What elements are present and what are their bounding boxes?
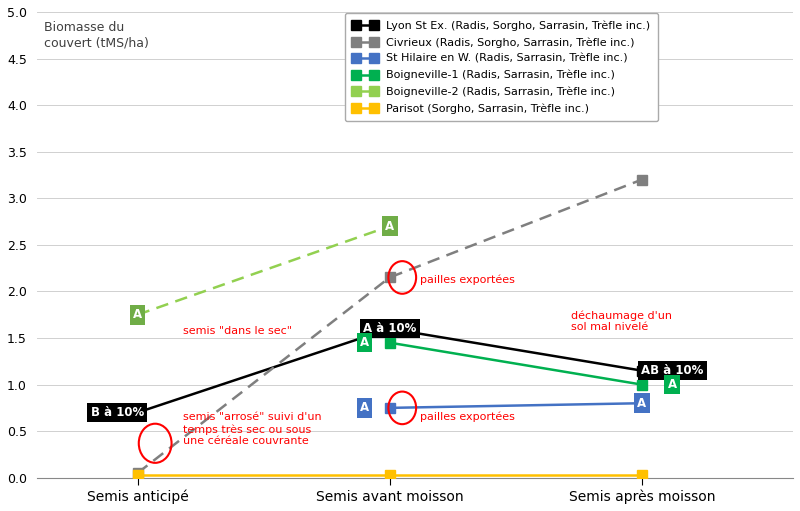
Text: A: A — [638, 397, 646, 410]
Text: pailles exportées: pailles exportées — [420, 412, 514, 423]
Civrieux (Radis, Sorgho, Sarrasin, Trèfle inc.) — [637, 177, 646, 183]
Line: Boigneville-2 (Radis, Sarrasin, Trèfle inc.): Boigneville-2 (Radis, Sarrasin, Trèfle i… — [133, 221, 394, 319]
Text: A: A — [385, 220, 394, 233]
Text: A: A — [667, 378, 677, 391]
Line: Parisot (Sorgho, Sarrasin, Trèfle inc.): Parisot (Sorgho, Sarrasin, Trèfle inc.) — [133, 470, 646, 480]
Lyon St Ex. (Radis, Sorgho, Sarrasin, Trèfle inc.) — [385, 326, 394, 332]
Text: pailles exportées: pailles exportées — [420, 274, 514, 285]
Parisot (Sorgho, Sarrasin, Trèfle inc.) — [637, 472, 646, 478]
Text: B à 10%: B à 10% — [90, 406, 144, 419]
Civrieux (Radis, Sorgho, Sarrasin, Trèfle inc.) — [385, 274, 394, 281]
St Hilaire en W. (Radis, Sarrasin, Trèfle inc.) — [385, 405, 394, 411]
Boigneville-2 (Radis, Sarrasin, Trèfle inc.) — [385, 223, 394, 229]
Text: A: A — [133, 308, 142, 321]
Line: St Hilaire en W. (Radis, Sarrasin, Trèfle inc.): St Hilaire en W. (Radis, Sarrasin, Trèfl… — [385, 399, 646, 413]
Lyon St Ex. (Radis, Sorgho, Sarrasin, Trèfle inc.) — [637, 367, 646, 374]
Parisot (Sorgho, Sarrasin, Trèfle inc.) — [133, 472, 142, 478]
Text: AB à 10%: AB à 10% — [641, 364, 703, 377]
Line: Lyon St Ex. (Radis, Sorgho, Sarrasin, Trèfle inc.): Lyon St Ex. (Radis, Sorgho, Sarrasin, Tr… — [133, 324, 646, 417]
Lyon St Ex. (Radis, Sorgho, Sarrasin, Trèfle inc.) — [133, 409, 142, 415]
Boigneville-2 (Radis, Sarrasin, Trèfle inc.) — [133, 312, 142, 318]
Text: Biomasse du
couvert (tMS/ha): Biomasse du couvert (tMS/ha) — [44, 21, 149, 49]
Legend: Lyon St Ex. (Radis, Sorgho, Sarrasin, Trèfle inc.), Civrieux (Radis, Sorgho, Sar: Lyon St Ex. (Radis, Sorgho, Sarrasin, Tr… — [345, 13, 658, 122]
Line: Boigneville-1 (Radis, Sarrasin, Trèfle inc.): Boigneville-1 (Radis, Sarrasin, Trèfle i… — [385, 338, 646, 389]
Text: A: A — [360, 401, 369, 414]
Text: semis "dans le sec": semis "dans le sec" — [183, 327, 292, 336]
Text: semis "arrosé" suivi d'un
temps très sec ou sous
une céréale couvrante: semis "arrosé" suivi d'un temps très sec… — [183, 412, 322, 446]
Boigneville-1 (Radis, Sarrasin, Trèfle inc.) — [637, 382, 646, 388]
St Hilaire en W. (Radis, Sarrasin, Trèfle inc.) — [637, 400, 646, 406]
Boigneville-1 (Radis, Sarrasin, Trèfle inc.) — [385, 340, 394, 346]
Line: Civrieux (Radis, Sorgho, Sarrasin, Trèfle inc.): Civrieux (Radis, Sorgho, Sarrasin, Trèfl… — [133, 175, 646, 478]
Text: A à 10%: A à 10% — [363, 322, 416, 335]
Parisot (Sorgho, Sarrasin, Trèfle inc.) — [385, 472, 394, 478]
Text: A: A — [360, 336, 369, 349]
Civrieux (Radis, Sorgho, Sarrasin, Trèfle inc.) — [133, 470, 142, 476]
Text: déchaumage d'un
sol mal nivelé: déchaumage d'un sol mal nivelé — [571, 310, 672, 332]
